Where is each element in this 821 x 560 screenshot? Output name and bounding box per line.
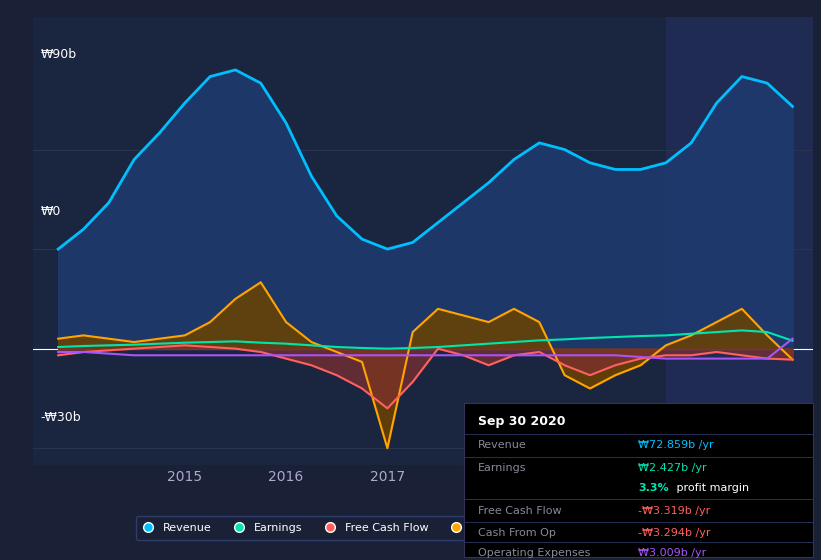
Text: ₩2.427b /yr: ₩2.427b /yr: [639, 463, 707, 473]
Text: Cash From Op: Cash From Op: [478, 528, 556, 538]
Text: -₩3.294b /yr: -₩3.294b /yr: [639, 528, 711, 538]
Text: ₩90b: ₩90b: [41, 48, 77, 61]
Text: Free Cash Flow: Free Cash Flow: [478, 506, 562, 516]
Text: ₩0: ₩0: [41, 205, 61, 218]
Text: -₩30b: -₩30b: [41, 412, 81, 424]
Text: ₩72.859b /yr: ₩72.859b /yr: [639, 440, 714, 450]
Bar: [666, 17, 813, 465]
Legend: Revenue, Earnings, Free Cash Flow, Cash From Op, Operating Expenses: Revenue, Earnings, Free Cash Flow, Cash …: [136, 516, 709, 540]
Text: Sep 30 2020: Sep 30 2020: [478, 415, 566, 428]
Text: profit margin: profit margin: [673, 483, 750, 493]
Text: Revenue: Revenue: [478, 440, 526, 450]
Text: -₩3.319b /yr: -₩3.319b /yr: [639, 506, 711, 516]
Text: 3.3%: 3.3%: [639, 483, 669, 493]
Text: ₩3.009b /yr: ₩3.009b /yr: [639, 548, 707, 558]
Text: Earnings: Earnings: [478, 463, 526, 473]
Text: Operating Expenses: Operating Expenses: [478, 548, 590, 558]
